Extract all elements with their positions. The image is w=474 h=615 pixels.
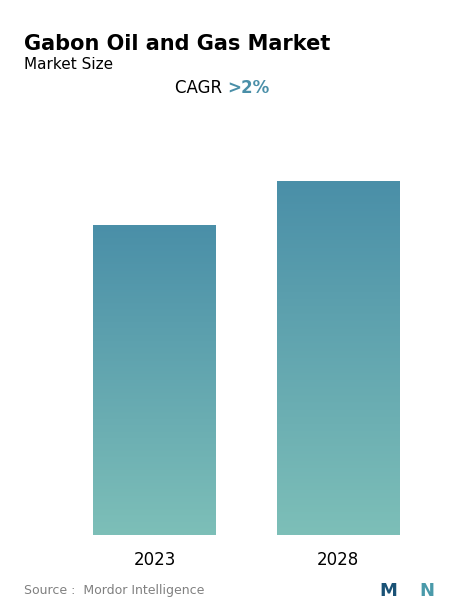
Text: Market Size: Market Size (24, 57, 113, 71)
Text: >2%: >2% (228, 79, 270, 97)
Text: Gabon Oil and Gas Market: Gabon Oil and Gas Market (24, 34, 330, 54)
Text: CAGR: CAGR (175, 79, 228, 97)
Text: Source :  Mordor Intelligence: Source : Mordor Intelligence (24, 584, 204, 597)
Text: N: N (419, 582, 435, 600)
Text: M: M (379, 582, 397, 600)
